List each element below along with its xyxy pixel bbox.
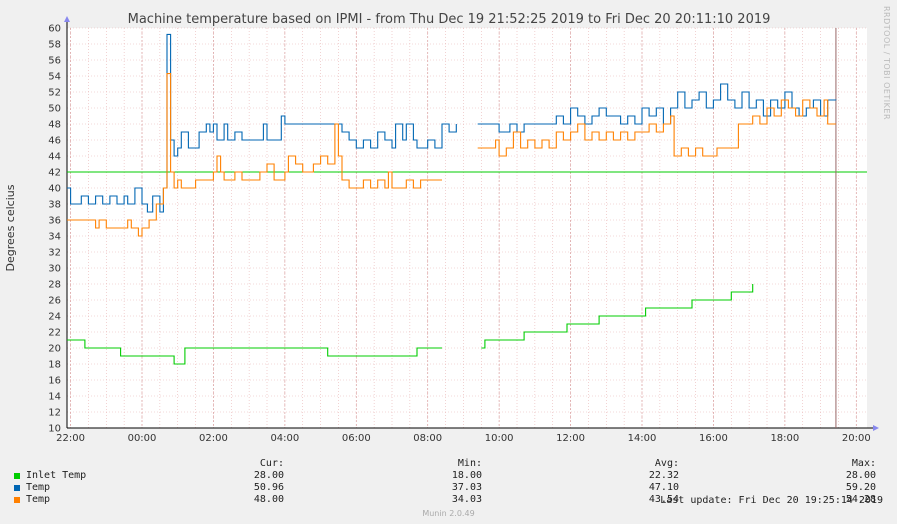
legend-cur: 48.00 xyxy=(253,494,284,505)
legend-min: 18.00 xyxy=(451,470,482,481)
y-tick-label: 34 xyxy=(48,232,61,243)
legend-max: 54.28 xyxy=(845,494,876,505)
y-axis-label: Degrees celcius xyxy=(4,184,17,271)
series-group xyxy=(67,28,867,428)
y-tick-label: 58 xyxy=(48,40,61,51)
y-tick-label: 14 xyxy=(48,392,61,403)
x-tick-label: 14:00 xyxy=(628,433,657,444)
last-update: Last update: Fri Dec 20 19:25:14 2019 xyxy=(660,495,883,506)
legend-cur: 28.00 xyxy=(253,470,284,481)
legend-row-temp-blue: Temp 50.96 37.03 47.10 59.20 xyxy=(14,482,884,494)
legend-row-inlet-temp: Inlet Temp 28.00 18.00 22.32 28.00 xyxy=(14,470,884,482)
legend-min: 34.03 xyxy=(451,494,482,505)
legend-header-cur: Cur: xyxy=(259,458,284,469)
y-tick-label: 18 xyxy=(48,360,61,371)
y-tick-label: 40 xyxy=(48,184,61,195)
series-line-0 xyxy=(67,284,754,365)
x-tick-label: 22:00 xyxy=(56,433,85,444)
y-tick-label: 44 xyxy=(48,152,61,163)
legend-avg: 43.54 xyxy=(648,494,679,505)
y-tick-label: 28 xyxy=(48,280,61,291)
y-tick-label: 54 xyxy=(48,72,61,83)
y-tick-label: 16 xyxy=(48,376,61,387)
y-axis-arrow xyxy=(64,16,70,22)
legend-header-min: Min: xyxy=(457,458,482,469)
munin-version: Munin 2.0.49 xyxy=(422,509,475,518)
x-axis-arrow xyxy=(873,425,879,431)
legend: Cur: Min: Avg: Max: Inlet Temp 28.00 18.… xyxy=(14,458,884,506)
legend-cur: 50.96 xyxy=(253,482,284,493)
x-tick-label: 12:00 xyxy=(556,433,585,444)
chart-title: Machine temperature based on IPMI - from… xyxy=(128,12,771,27)
y-tick-label: 10 xyxy=(48,424,61,435)
legend-header-avg: Avg: xyxy=(654,458,679,469)
y-tick-label: 42 xyxy=(48,168,61,179)
x-tick-label: 04:00 xyxy=(270,433,299,444)
legend-series-name: Inlet Temp xyxy=(26,470,87,481)
legend-max: 59.20 xyxy=(845,482,876,493)
x-tick-label: 18:00 xyxy=(770,433,799,444)
legend-avg: 47.10 xyxy=(648,482,679,493)
legend-max: 28.00 xyxy=(845,470,876,481)
y-tick-label: 26 xyxy=(48,296,61,307)
legend-swatch xyxy=(14,497,20,503)
legend-series-name: Temp xyxy=(26,482,51,493)
y-tick-label: 46 xyxy=(48,136,61,147)
y-tick-label: 48 xyxy=(48,120,61,131)
legend-swatch xyxy=(14,485,20,491)
y-tick-label: 36 xyxy=(48,216,61,227)
y-tick-label: 30 xyxy=(48,264,61,275)
y-tick-label: 20 xyxy=(48,344,61,355)
series-line-1 xyxy=(67,33,837,213)
y-tick-label: 24 xyxy=(48,312,61,323)
legend-series-name: Temp xyxy=(26,494,51,505)
y-tick-label: 56 xyxy=(48,56,61,67)
y-axis: 10 12 14 16 18 20 22 24 26 28 30 32 34 36 38 40 42 44 46 48… xyxy=(48,24,61,435)
legend-min: 37.03 xyxy=(451,482,482,493)
plot-background xyxy=(67,28,867,428)
legend-header-max: Max: xyxy=(851,458,876,469)
y-tick-label: 22 xyxy=(48,328,61,339)
rrdtool-credit: RRDTOOL / TOBI OETIKER xyxy=(882,6,891,120)
y-tick-label: 38 xyxy=(48,200,61,211)
series-line-2 xyxy=(67,73,836,237)
x-tick-label: 02:00 xyxy=(199,433,228,444)
legend-swatch xyxy=(14,473,20,479)
y-tick-label: 60 xyxy=(48,24,61,35)
x-axis: 22:00 00:00 02:00 04:00 06:00 08:00 10:00 12:00… xyxy=(56,16,879,444)
x-tick-label: 10:00 xyxy=(485,433,514,444)
y-tick-label: 52 xyxy=(48,88,61,99)
x-tick-label: 00:00 xyxy=(128,433,157,444)
y-tick-label: 50 xyxy=(48,104,61,115)
x-tick-label: 06:00 xyxy=(342,433,371,444)
legend-row-temp-orange: Temp 48.00 34.03 43.54 54.28 xyxy=(14,494,884,506)
x-tick-label: 16:00 xyxy=(699,433,728,444)
legend-header: Cur: Min: Avg: Max: xyxy=(14,458,884,470)
x-tick-label: 20:00 xyxy=(842,433,871,444)
x-tick-label: 08:00 xyxy=(413,433,442,444)
y-tick-label: 32 xyxy=(48,248,61,259)
y-tick-label: 12 xyxy=(48,408,61,419)
legend-avg: 22.32 xyxy=(648,470,679,481)
